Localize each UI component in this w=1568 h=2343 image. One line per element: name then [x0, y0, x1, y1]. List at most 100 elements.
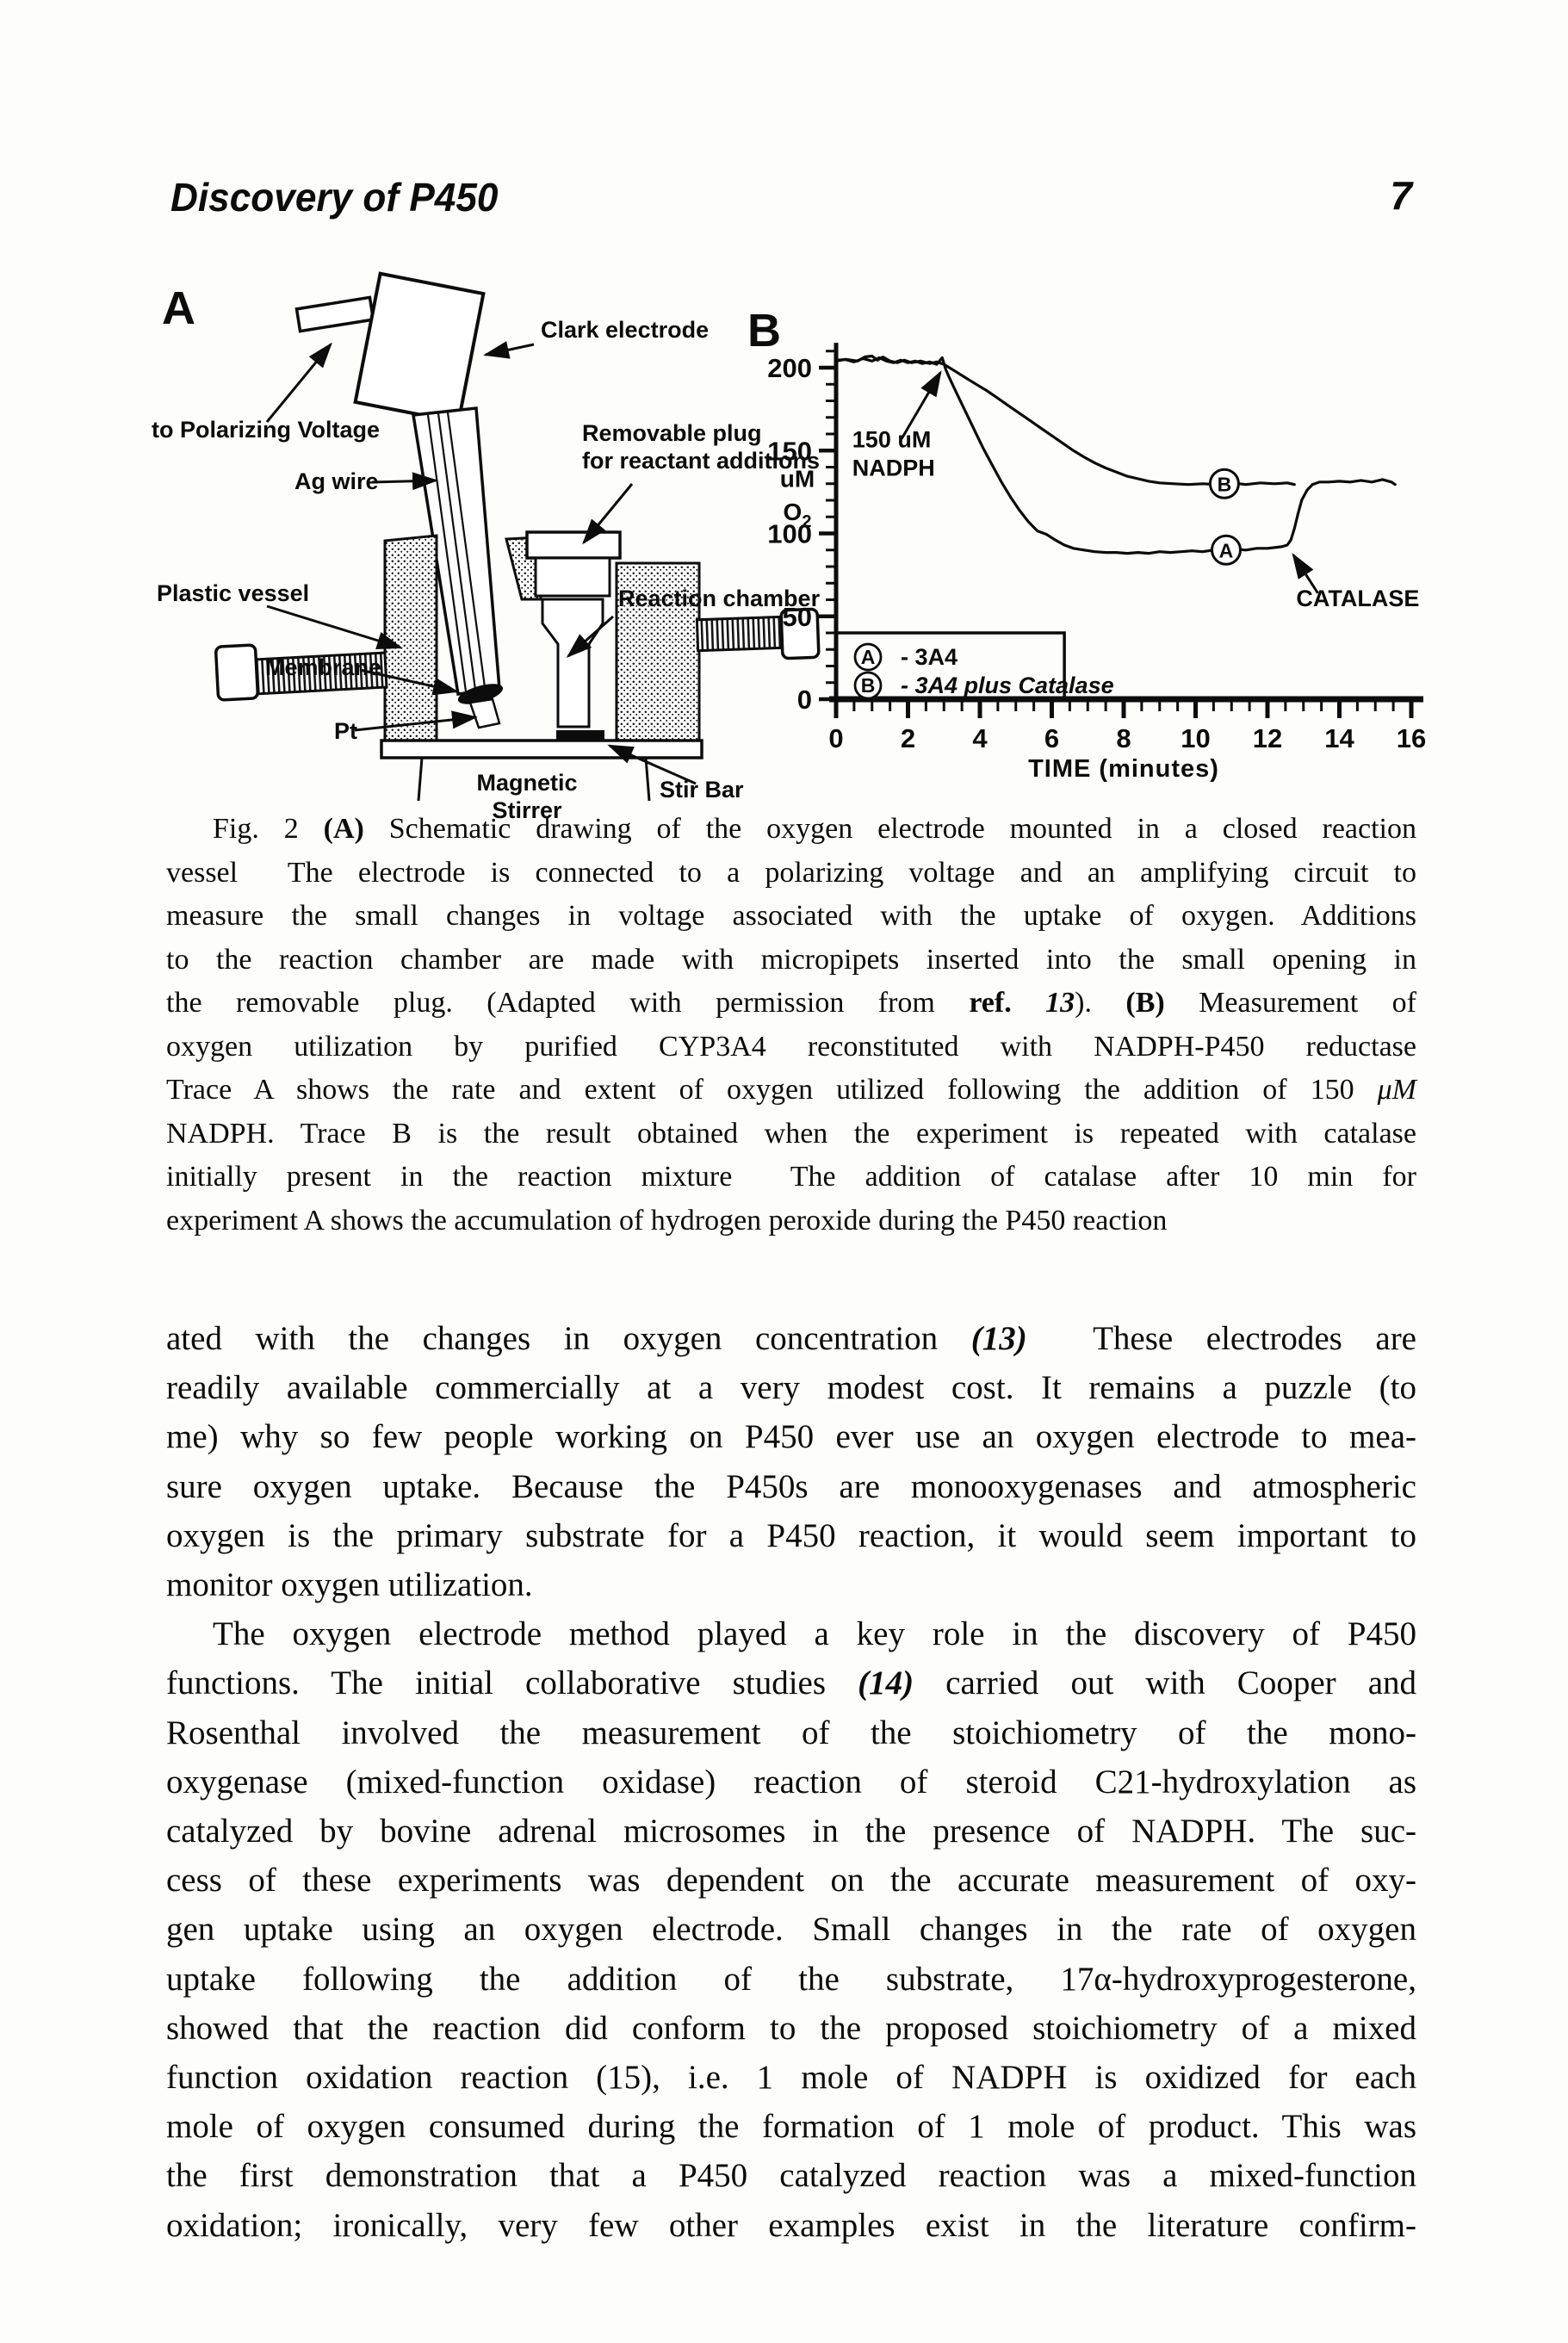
text-line: showed that the reaction did conform to … [166, 2009, 1416, 2047]
text-line: function oxidation reaction (15), i.e. 1… [166, 2059, 1416, 2097]
ag-wire-line [426, 414, 468, 692]
vessel-base-shape [380, 739, 703, 759]
wire-line-2 [437, 412, 477, 691]
x-tick-label: 6 [1044, 723, 1059, 753]
arrow-pt [354, 710, 478, 732]
trace-marker-circle-A [1210, 534, 1242, 566]
arrow-membrane [359, 668, 459, 696]
x-axis-label: TIME (minutes) [1028, 755, 1219, 783]
text-line: The oxygen electrode method played a key… [213, 1615, 1416, 1653]
label-removable-plug-1: Removable plug [582, 420, 762, 446]
x-tick-label: 4 [972, 723, 988, 753]
vessel-left-wall-shape [383, 534, 438, 742]
legend-symbol-letter: A [861, 646, 876, 668]
text-line: the first demonstration that a P450 cata… [166, 2157, 1416, 2195]
text-line: oxygen is the primary substrate for a P4… [166, 1516, 1416, 1554]
stirrer-stand-right-line [644, 757, 651, 802]
label-ag-wire: Ag wire [294, 468, 379, 494]
plug-cap-shape [525, 530, 622, 560]
body-text: ated with the changes in oxygen concentr… [166, 1314, 1416, 2250]
text-line: to the reaction chamber are made with mi… [166, 943, 1416, 976]
arrow-clark-electrode [483, 341, 535, 359]
text-line: gen uptake using an oxygen electrode. Sm… [166, 1911, 1416, 1949]
legend-symbol-circle [853, 642, 883, 672]
text-line: cess of these experiments was dependent … [166, 1862, 1416, 1900]
label-to-polarizing-voltage: to Polarizing Voltage [152, 417, 380, 443]
body-paragraph-1: ated with the changes in oxygen concentr… [166, 1314, 1416, 1609]
annotation-arrow [900, 370, 942, 440]
panel-b-label: B [747, 305, 781, 356]
legend-symbol-circle [853, 671, 883, 700]
text-line: Fig. 2 (A) Schematic drawing of the oxyg… [213, 813, 1417, 845]
label-stir-bar: Stir Bar [660, 777, 744, 803]
pt-tip-shape [468, 697, 501, 729]
trace-marker-letter: B [1218, 473, 1232, 495]
text-line: oxygenase (mixed-function oxidase) react… [166, 1763, 1416, 1801]
legend-entry-text: - 3A4 [901, 644, 958, 670]
x-tick-label: 16 [1397, 723, 1426, 753]
wire-line-3 [446, 412, 487, 688]
y-tick-label: 50 [783, 602, 812, 632]
text-line: sure oxygen uptake. Because the P450s ar… [166, 1467, 1416, 1505]
text-line: mole of oxygen consumed during the forma… [166, 2108, 1416, 2146]
label-magnetic-stirrer-1: Magnetic [476, 770, 577, 796]
membrane-shape [457, 684, 504, 704]
legend-symbol-letter: B [861, 674, 876, 697]
text-line: vessel The electrode is connected to a p… [166, 856, 1416, 889]
text-line: oxygen utilization by purified CYP3A4 re… [166, 1030, 1416, 1063]
label-reaction-chamber: Reaction chamber [618, 586, 821, 611]
page-number: 7 [1390, 173, 1412, 218]
label-membrane: Membrane [265, 654, 381, 680]
right-screw-head-shape [779, 607, 821, 660]
text-line: functions. The initial collaborative stu… [166, 1664, 1417, 1702]
x-tick-label: 0 [828, 723, 843, 753]
x-tick-label: 14 [1324, 723, 1354, 753]
text-line: catalyzed by bovine adrenal microsomes i… [166, 1813, 1416, 1850]
text-line: monitor oxygen utilization. [166, 1566, 533, 1604]
figure-panel-a-schematic: A Clark electrode to Polarizing Voltage [152, 271, 821, 823]
label-magnetic-stirrer-2: Stirrer [492, 797, 562, 823]
arrow-ag-wire [371, 472, 438, 491]
label-removable-plug-2: for reactant additions [582, 448, 820, 474]
stirrer-stand-left-line [417, 757, 424, 802]
trace-B [834, 354, 1296, 487]
label-pt: Pt [334, 718, 357, 744]
trace-marker-circle-B [1208, 468, 1240, 499]
x-tick-label: 2 [901, 723, 915, 753]
text-line: NADPH. Trace B is the result obtained wh… [166, 1117, 1416, 1150]
text-line: Rosenthal involved the measurement of th… [166, 1714, 1416, 1751]
running-header-title: Discovery of P450 [170, 175, 499, 220]
text-line: me) why so few people working on P450 ev… [166, 1418, 1416, 1456]
text-line: initially present in the reaction mixtur… [166, 1161, 1416, 1193]
arrow-plastic-vessel [266, 604, 403, 650]
x-tick-label: 10 [1181, 723, 1210, 753]
arrow-to-polarizing-voltage [265, 342, 332, 423]
annotation-arrow [1292, 552, 1319, 594]
trace-marker-letter: A [1219, 539, 1234, 561]
annotation-text: NADPH [852, 455, 935, 480]
x-tick-label: 12 [1253, 723, 1282, 753]
y-tick-label: 150 [767, 436, 812, 466]
text-line: readily available commercially at a very… [166, 1369, 1416, 1407]
panel-a-label: A [162, 282, 195, 334]
text-line: Trace A shows the rate and extent of oxy… [166, 1074, 1416, 1106]
polarizing-port-shape [294, 295, 375, 333]
annotation-text: 150 uM [852, 426, 932, 452]
y-tick-label: 100 [767, 519, 812, 549]
text-line: the removable plug. (Adapted with permis… [166, 987, 1416, 1019]
y-axis-label-unit: uM [780, 466, 815, 493]
text-line: experiment A shows the accumulation of h… [166, 1204, 1168, 1237]
clark-electrode-body-shape [353, 271, 486, 425]
text-line: uptake following the addition of the sub… [166, 1960, 1416, 1998]
text-line: measure the small changes in voltage ass… [166, 900, 1416, 932]
text-line: ated with the changes in oxygen concentr… [166, 1320, 1416, 1357]
x-tick-label: 8 [1116, 723, 1131, 753]
arrow-removable-plug [582, 483, 634, 545]
legend-entry-text: - 3A4 plus Catalase [901, 673, 1114, 698]
label-plastic-vessel: Plastic vessel [157, 580, 309, 606]
text-line: oxidation; ironically, very few other ex… [166, 2206, 1416, 2244]
left-screw-head-shape [214, 643, 259, 702]
